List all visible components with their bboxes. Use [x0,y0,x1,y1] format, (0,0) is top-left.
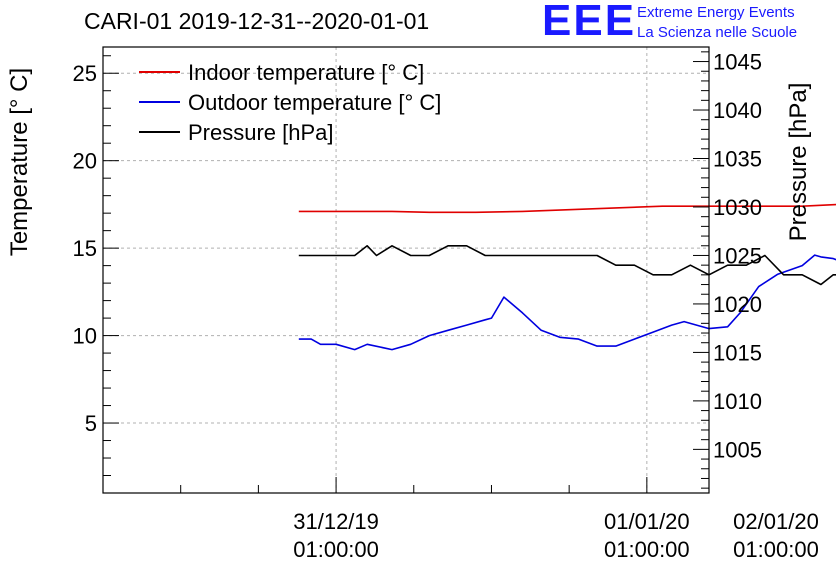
left-tick-label: 10 [73,324,97,349]
right-tick-label: 1040 [713,98,762,123]
x-tick-label-time: 01:00:00 [293,537,379,562]
right-tick-label: 1010 [713,389,762,414]
series-line-2 [298,245,836,286]
x-tick-label-date: 01/01/20 [604,509,690,534]
right-tick-label: 1030 [713,195,762,220]
axis-layer: 5101520251005101010151020102510301035104… [73,50,819,562]
x-tick-label-time: 01:00:00 [604,537,690,562]
right-tick-label: 1015 [713,340,762,365]
right-tick-label: 1035 [713,147,762,172]
legend-entry: Indoor temperature [° C] [188,60,424,85]
left-tick-label: 25 [73,61,97,86]
grid [103,47,709,493]
plot-frame [102,46,710,494]
series-layer [298,203,836,351]
logo-line-1: Extreme Energy Events [637,4,795,21]
chart-title: CARI-01 2019-12-31--2020-01-01 [84,8,430,34]
right-tick-label: 1005 [713,437,762,462]
y-axis-label-pressure: Pressure [hPa] [785,83,812,242]
left-tick-label: 5 [85,411,97,436]
y-axis-label-temperature: Temperature [° C] [6,68,33,256]
series-line-0 [298,203,836,214]
right-tick-label: 1025 [713,243,762,268]
legend-entry: Outdoor temperature [° C] [188,90,441,115]
legend-entry: Pressure [hPa] [188,120,334,145]
series-line-1 [298,254,836,351]
right-tick-label: 1045 [713,50,762,75]
left-tick-label: 20 [73,149,97,174]
legend: Indoor temperature [° C] Outdoor temperat… [139,60,441,145]
logo-letters: EEE [542,0,637,45]
x-tick-label-time: 01:00:00 [733,537,819,562]
x-tick-label-date: 31/12/19 [293,509,379,534]
x-tick-label-date: 02/01/20 [733,509,819,534]
right-tick-label: 1020 [713,292,762,317]
left-tick-label: 15 [73,236,97,261]
eee-logo: EEE Extreme Energy Events La Scienza nel… [542,0,832,46]
logo-line-2: La Scienza nelle Scuole [637,24,798,41]
